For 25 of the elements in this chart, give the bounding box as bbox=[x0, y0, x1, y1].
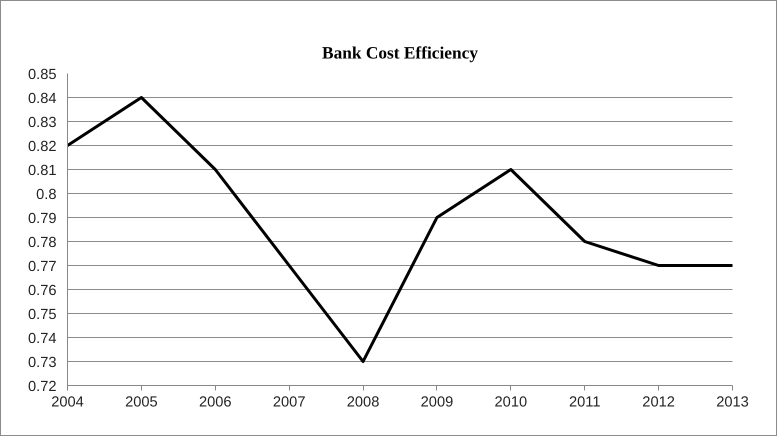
x-tick-label: 2004 bbox=[51, 394, 84, 410]
x-tick-label: 2007 bbox=[272, 394, 306, 410]
x-tick-label: 2010 bbox=[494, 394, 528, 410]
x-tick-label: 2006 bbox=[198, 394, 232, 410]
y-tick-label: 0.76 bbox=[28, 283, 57, 299]
y-tick-label: 0.83 bbox=[28, 115, 57, 131]
y-tick-label: 0.8 bbox=[36, 187, 56, 203]
x-tick-label: 2005 bbox=[125, 394, 158, 410]
y-tick-label: 0.77 bbox=[28, 259, 57, 275]
x-tick-label: 2009 bbox=[420, 394, 454, 410]
y-tick-label: 0.78 bbox=[28, 235, 57, 251]
y-tick-label: 0.74 bbox=[28, 331, 57, 347]
x-tick-label: 2008 bbox=[346, 394, 380, 410]
y-tick-label: 0.75 bbox=[28, 307, 57, 323]
y-tick-label: 0.73 bbox=[28, 355, 57, 371]
y-tick-label: 0.84 bbox=[28, 91, 57, 107]
x-tick-label: 2013 bbox=[716, 394, 749, 410]
y-tick-label: 0.79 bbox=[28, 211, 57, 227]
chart-title: Bank Cost Efficiency bbox=[322, 44, 478, 62]
y-tick-label: 0.72 bbox=[28, 379, 57, 395]
y-tick-label: 0.81 bbox=[28, 163, 57, 179]
x-tick-label: 2012 bbox=[642, 394, 675, 410]
x-tick-label: 2011 bbox=[568, 394, 600, 410]
y-tick-label: 0.82 bbox=[28, 139, 57, 155]
y-tick-label: 0.85 bbox=[28, 67, 57, 83]
